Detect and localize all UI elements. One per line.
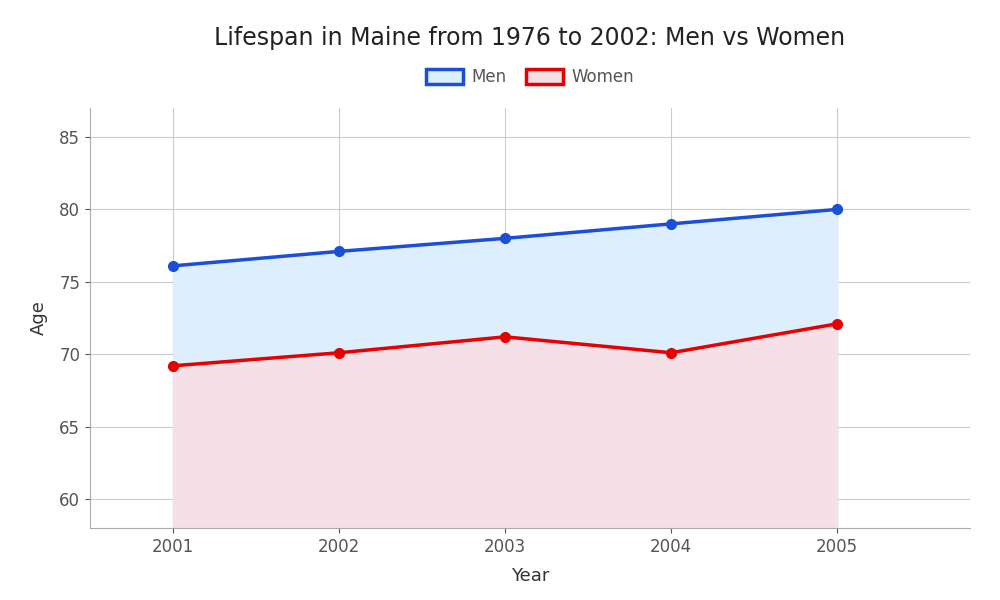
Y-axis label: Age: Age <box>30 301 48 335</box>
X-axis label: Year: Year <box>511 567 549 585</box>
Legend: Men, Women: Men, Women <box>419 62 641 93</box>
Title: Lifespan in Maine from 1976 to 2002: Men vs Women: Lifespan in Maine from 1976 to 2002: Men… <box>214 26 846 50</box>
